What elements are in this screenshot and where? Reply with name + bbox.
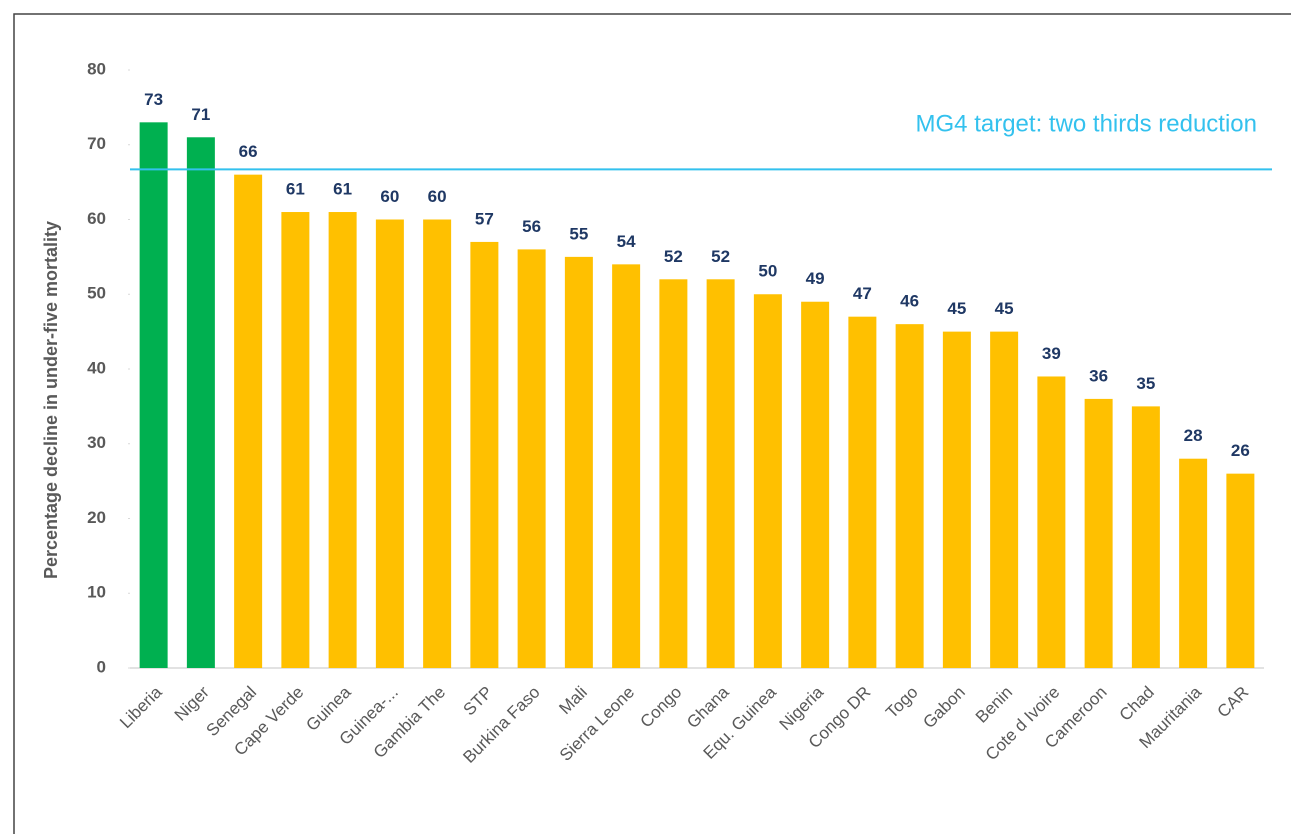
value-label: 50 <box>758 262 777 281</box>
value-label: 71 <box>191 105 210 124</box>
bar <box>990 331 1019 668</box>
bar <box>517 249 546 668</box>
bar <box>659 279 688 668</box>
value-label: 55 <box>569 224 588 243</box>
value-label: 52 <box>711 247 730 266</box>
value-label: 61 <box>333 180 352 199</box>
x-tick-label: Togo <box>882 683 922 723</box>
y-tick-label: 40 <box>87 358 106 377</box>
x-tick-label: Gabon <box>919 683 969 733</box>
target-label: MG4 target: two thirds reduction <box>916 110 1257 137</box>
value-label: 28 <box>1184 426 1203 445</box>
bar <box>1131 406 1160 668</box>
x-tick-label: Liberia <box>116 682 166 732</box>
value-label: 47 <box>853 284 872 303</box>
value-label: 45 <box>995 299 1014 318</box>
value-label: 52 <box>664 247 683 266</box>
value-label: 57 <box>475 209 494 228</box>
bar <box>895 324 924 668</box>
value-label: 49 <box>806 269 825 288</box>
bar <box>753 294 782 668</box>
value-label: 39 <box>1042 344 1061 363</box>
x-tick-label: CAR <box>1214 683 1253 722</box>
bar <box>234 174 263 668</box>
bar <box>423 219 452 668</box>
y-tick-label: 70 <box>87 134 106 153</box>
bar <box>281 212 310 668</box>
value-label: 60 <box>428 187 447 206</box>
x-tick-label: Benin <box>972 683 1016 727</box>
x-tick-label: STP <box>460 683 497 720</box>
frame <box>13 13 1291 834</box>
value-label: 54 <box>617 232 636 251</box>
bar <box>1226 473 1255 668</box>
value-label: 26 <box>1231 441 1250 460</box>
value-label: 66 <box>239 142 258 161</box>
x-tick-label: Mali <box>555 683 590 718</box>
value-label: 73 <box>144 90 163 109</box>
bar <box>848 316 877 668</box>
y-tick-label: 0 <box>97 657 106 676</box>
bar <box>375 219 404 668</box>
y-tick-label: 30 <box>87 433 106 452</box>
value-label: 35 <box>1136 374 1155 393</box>
bar <box>1084 398 1113 668</box>
bar <box>139 122 168 668</box>
x-tick-label: Congo <box>637 683 686 732</box>
y-tick-label: 10 <box>87 583 106 602</box>
bar <box>564 256 593 668</box>
y-tick-label: 60 <box>87 209 106 228</box>
bar <box>470 241 499 669</box>
bar <box>612 264 641 668</box>
x-tick-label: Chad <box>1116 683 1158 725</box>
bar <box>942 331 971 668</box>
value-label: 36 <box>1089 366 1108 385</box>
y-tick-label: 50 <box>87 284 106 303</box>
bar <box>1037 376 1066 668</box>
value-label: 60 <box>380 187 399 206</box>
value-label: 56 <box>522 217 541 236</box>
bar <box>328 212 357 668</box>
bar <box>186 137 215 668</box>
value-label: 61 <box>286 180 305 199</box>
value-label: 46 <box>900 292 919 311</box>
y-tick-label: 80 <box>87 59 106 78</box>
bar <box>1179 458 1208 668</box>
y-axis-label: Percentage decline in under-five mortali… <box>41 221 61 579</box>
bar <box>706 279 735 668</box>
x-tick-label: Niger <box>171 682 213 724</box>
y-tick-label: 20 <box>87 508 106 527</box>
bar <box>801 301 830 668</box>
value-label: 45 <box>947 299 966 318</box>
